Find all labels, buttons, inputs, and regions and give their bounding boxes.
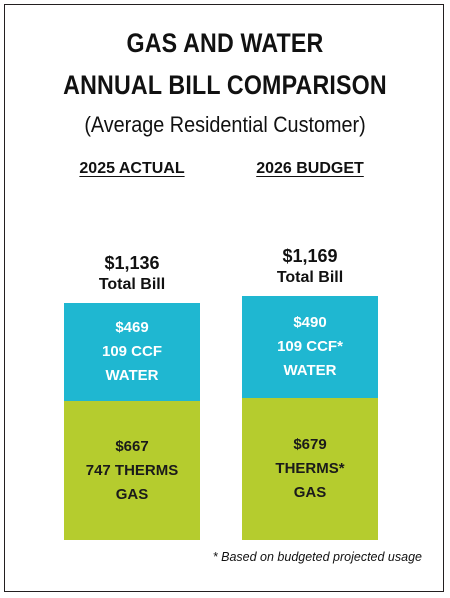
category-label-2026: 2026 BUDGET [256, 160, 364, 177]
data-label-gas-1-2: GAS [293, 484, 327, 501]
total-bill-label-0: $1,136 Total Bill [57, 253, 207, 295]
data-label-gas-0-0: $667 [115, 437, 149, 455]
data-label-water-0-1: 109 CCF [101, 343, 163, 360]
total-caption-1: Total Bill [276, 269, 344, 286]
data-label-gas-0-2: GAS [115, 485, 149, 503]
chart-title-line-1: GAS AND WATER [126, 28, 324, 58]
total-bill-label-1: $1,169 Total Bill [235, 246, 385, 288]
total-caption-0: Total Bill [98, 276, 166, 293]
data-label-water-1-0: $490 [293, 314, 327, 331]
data-label-gas-1-0: $679 [293, 436, 327, 453]
total-amount-1: $1,169 [282, 246, 338, 266]
bar-segment-gas-1: $679 THERMS* GAS [242, 398, 378, 540]
bar-segment-gas-0: $667 747 THERMS GAS [64, 401, 200, 540]
data-label-water-1-2: WATER [283, 362, 337, 379]
data-label-water-0-2: WATER [105, 367, 159, 384]
data-label-water-0-0: $469 [115, 319, 149, 336]
category-label-2025: 2025 ACTUAL [79, 160, 185, 177]
total-amount-0: $1,136 [104, 253, 160, 273]
data-label-water-1-1: 109 CCF* [277, 338, 343, 355]
bar-segment-water-1: $490 109 CCF* WATER [242, 296, 378, 398]
chart-subtitle: (Average Residential Customer) [84, 112, 366, 137]
chart-frame [4, 4, 444, 592]
chart-title-line-2: ANNUAL BILL COMPARISON [63, 70, 387, 100]
footnote: * Based on budgeted projected usage [212, 550, 422, 564]
data-label-gas-0-1: 747 THERMS [85, 461, 179, 479]
bar-segment-water-0: $469 109 CCF WATER [64, 303, 200, 401]
data-label-gas-1-1: THERMS* [275, 460, 345, 477]
